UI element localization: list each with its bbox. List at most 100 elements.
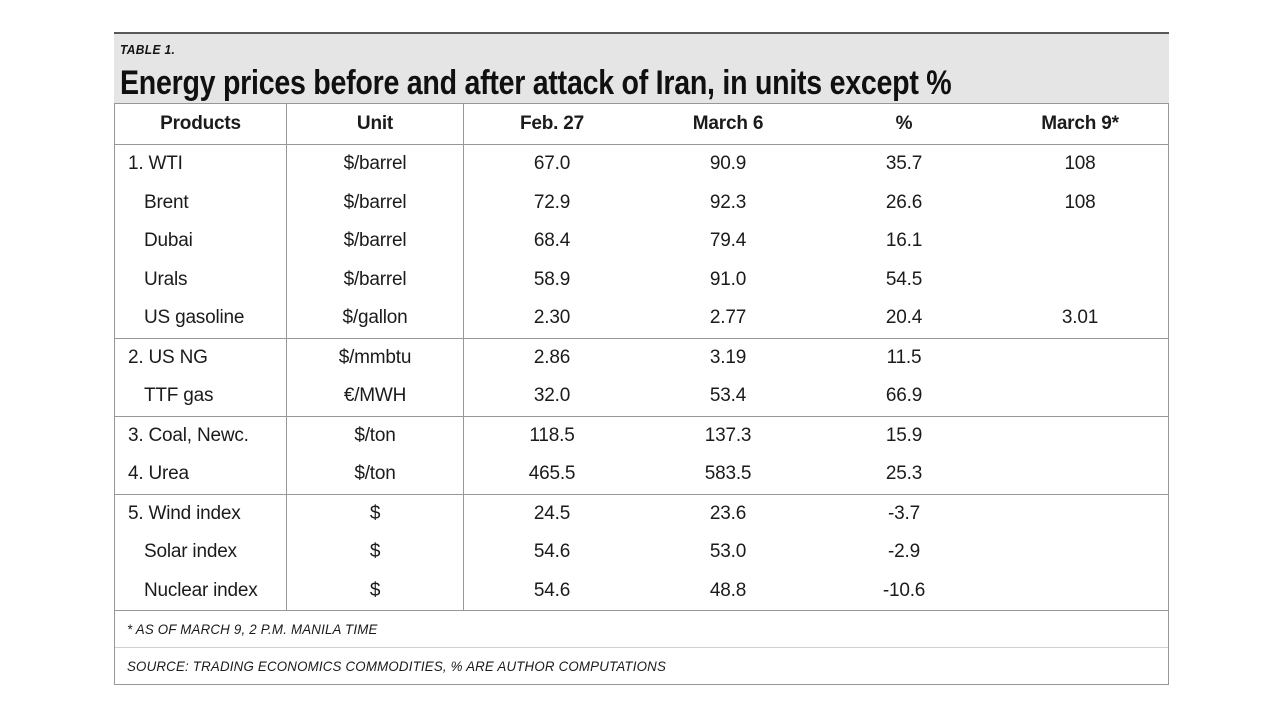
march9-cell bbox=[992, 533, 1168, 572]
data-table: Products Unit Feb. 27 March 6 % March 9*… bbox=[114, 103, 1169, 685]
table-number-label: TABLE 1. bbox=[120, 42, 176, 57]
march9-cell: 3.01 bbox=[1061, 307, 1099, 329]
percent-cell: 35.7 bbox=[885, 153, 923, 175]
percent-cell: -2.9 bbox=[888, 541, 920, 563]
percent-cell: 20.4 bbox=[885, 307, 923, 329]
product-cell: Urals bbox=[115, 260, 287, 299]
product-cell: TTF gas bbox=[115, 377, 287, 416]
column-header-unit: Unit bbox=[287, 104, 464, 144]
march9-cell bbox=[992, 495, 1168, 534]
feb27-cell: 58.9 bbox=[533, 268, 571, 290]
table-row-coal: 3. Coal, Newc. $/ton 118.5 137.3 15.9 bbox=[115, 415, 1168, 456]
footnote-source: SOURCE: TRADING ECONOMICS COMMODITIES, %… bbox=[115, 647, 1168, 684]
table-row-wind-index: 5. Wind index $ 24.5 23.6 -3.7 bbox=[115, 493, 1168, 534]
unit-cell: $/barrel bbox=[287, 145, 464, 184]
unit-cell: $ bbox=[287, 571, 464, 610]
march6-cell: 90.9 bbox=[709, 153, 747, 175]
march9-cell bbox=[992, 455, 1168, 494]
march6-cell: 583.5 bbox=[704, 463, 752, 485]
march6-cell: 23.6 bbox=[709, 502, 747, 524]
product-cell: 5. Wind index bbox=[115, 494, 287, 533]
feb27-cell: 118.5 bbox=[529, 424, 575, 446]
march6-cell: 53.0 bbox=[709, 541, 747, 563]
feb27-cell: 32.0 bbox=[533, 385, 571, 407]
product-cell: 3. Coal, Newc. bbox=[115, 416, 287, 455]
unit-cell: €/MWH bbox=[287, 377, 464, 416]
product-cell: Brent bbox=[115, 183, 287, 222]
footnote-asterisk-text: * AS OF MARCH 9, 2 P.M. MANILA TIME bbox=[127, 621, 378, 637]
march9-cell bbox=[992, 222, 1168, 261]
unit-cell: $/mmbtu bbox=[287, 338, 464, 377]
percent-cell: -10.6 bbox=[882, 579, 926, 601]
table-row-nuclear-index: Nuclear index $ 54.6 48.8 -10.6 bbox=[115, 571, 1168, 611]
percent-cell: 15.9 bbox=[885, 424, 923, 446]
unit-cell: $/gallon bbox=[287, 299, 464, 338]
unit-cell: $/ton bbox=[287, 455, 464, 494]
footnote-asterisk: * AS OF MARCH 9, 2 P.M. MANILA TIME bbox=[115, 611, 1168, 647]
column-header-percent: % bbox=[895, 113, 913, 134]
table-row-urals: Urals $/barrel 58.9 91.0 54.5 bbox=[115, 260, 1168, 300]
percent-cell: 25.3 bbox=[885, 463, 923, 485]
march6-cell: 79.4 bbox=[709, 230, 747, 252]
table-header-row: Products Unit Feb. 27 March 6 % March 9* bbox=[115, 104, 1168, 145]
march6-cell: 48.8 bbox=[709, 579, 747, 601]
unit-cell: $/ton bbox=[287, 416, 464, 455]
feb27-cell: 54.6 bbox=[533, 541, 571, 563]
unit-cell: $ bbox=[287, 533, 464, 572]
footnotes-section: * AS OF MARCH 9, 2 P.M. MANILA TIME SOUR… bbox=[115, 610, 1168, 684]
march9-cell bbox=[992, 572, 1168, 611]
feb27-cell: 465.5 bbox=[528, 463, 576, 485]
feb27-cell: 54.6 bbox=[533, 579, 571, 601]
unit-cell: $/barrel bbox=[287, 260, 464, 299]
feb27-cell: 24.5 bbox=[533, 502, 571, 524]
percent-cell: 54.5 bbox=[885, 268, 923, 290]
column-header-march9: March 9* bbox=[1041, 113, 1119, 134]
table-row-solar-index: Solar index $ 54.6 53.0 -2.9 bbox=[115, 533, 1168, 572]
table-row-dubai: Dubai $/barrel 68.4 79.4 16.1 bbox=[115, 222, 1168, 261]
percent-cell: 11.5 bbox=[886, 346, 922, 368]
percent-cell: 26.6 bbox=[885, 191, 923, 213]
march6-cell: 3.19 bbox=[709, 346, 747, 368]
march9-cell bbox=[992, 339, 1168, 378]
march6-cell: 91.0 bbox=[709, 268, 747, 290]
march6-cell: 92.3 bbox=[709, 191, 747, 213]
march6-cell: 2.77 bbox=[709, 307, 747, 329]
figure-headline: Energy prices before and after attack of… bbox=[120, 64, 952, 102]
product-cell: US gasoline bbox=[115, 299, 287, 338]
percent-cell: 66.9 bbox=[885, 385, 923, 407]
product-cell: Solar index bbox=[115, 533, 287, 572]
title-band: TABLE 1. Energy prices before and after … bbox=[114, 32, 1169, 103]
march9-cell bbox=[992, 261, 1168, 300]
unit-cell: $ bbox=[287, 494, 464, 533]
product-cell: Nuclear index bbox=[115, 571, 287, 610]
march9-cell: 108 bbox=[1064, 153, 1096, 175]
feb27-cell: 72.9 bbox=[533, 191, 571, 213]
column-header-march6: March 6 bbox=[692, 113, 764, 134]
table-row-brent: Brent $/barrel 72.9 92.3 26.6 108 bbox=[115, 183, 1168, 222]
column-header-feb27: Feb. 27 bbox=[519, 113, 585, 134]
table-row-us-ng: 2. US NG $/mmbtu 2.86 3.19 11.5 bbox=[115, 337, 1168, 378]
product-cell: 1. WTI bbox=[115, 145, 287, 184]
table-row-wti: 1. WTI $/barrel 67.0 90.9 35.7 108 bbox=[115, 145, 1168, 184]
product-cell: 4. Urea bbox=[115, 455, 287, 494]
percent-cell: 16.1 bbox=[885, 230, 923, 252]
percent-cell: -3.7 bbox=[888, 502, 920, 524]
march9-cell bbox=[992, 377, 1168, 416]
march9-cell bbox=[992, 417, 1168, 456]
march6-cell: 53.4 bbox=[709, 385, 747, 407]
feb27-cell: 68.4 bbox=[533, 230, 571, 252]
feb27-cell: 67.0 bbox=[533, 153, 571, 175]
energy-prices-table-figure: TABLE 1. Energy prices before and after … bbox=[114, 32, 1169, 685]
footnote-source-text: SOURCE: TRADING ECONOMICS COMMODITIES, %… bbox=[127, 658, 667, 674]
feb27-cell: 2.86 bbox=[533, 346, 571, 368]
march6-cell: 137.3 bbox=[704, 424, 752, 446]
column-header-products: Products bbox=[115, 104, 287, 144]
unit-cell: $/barrel bbox=[287, 222, 464, 261]
product-cell: 2. US NG bbox=[115, 338, 287, 377]
unit-cell: $/barrel bbox=[287, 183, 464, 222]
table-row-ttf-gas: TTF gas €/MWH 32.0 53.4 66.9 bbox=[115, 377, 1168, 416]
table-row-us-gasoline: US gasoline $/gallon 2.30 2.77 20.4 3.01 bbox=[115, 299, 1168, 338]
march9-cell: 108 bbox=[1064, 191, 1096, 213]
feb27-cell: 2.30 bbox=[533, 307, 571, 329]
table-row-urea: 4. Urea $/ton 465.5 583.5 25.3 bbox=[115, 455, 1168, 494]
